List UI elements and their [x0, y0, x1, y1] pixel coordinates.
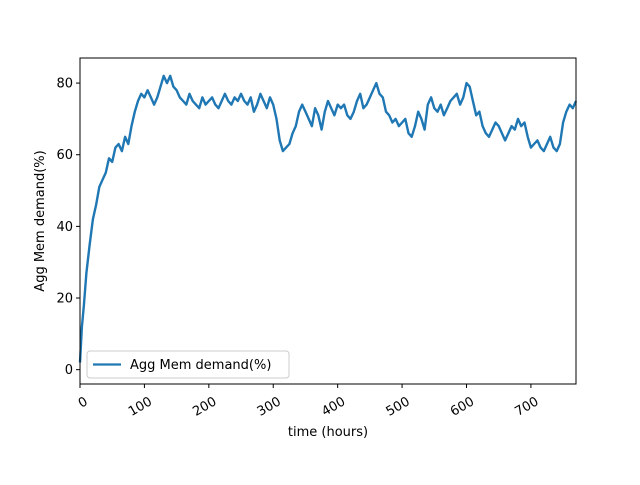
- x-axis-label: time (hours): [288, 425, 368, 440]
- legend-box: [86, 350, 290, 379]
- y-axis: 0 20 40 60 80: [56, 77, 80, 378]
- y-tick-label: 20: [56, 292, 73, 307]
- series-line-0: [78, 74, 578, 363]
- y-tick-label: 60: [56, 148, 73, 163]
- plot-frame: [79, 57, 577, 385]
- y-tick-label: 40: [56, 220, 73, 235]
- y-tick-label: 0: [65, 363, 73, 378]
- y-axis-label: Agg Mem demand(%): [33, 150, 48, 291]
- legend-label: Agg Mem demand(%): [130, 358, 271, 373]
- legend: Agg Mem demand(%): [86, 350, 290, 379]
- series-layer: [78, 74, 578, 363]
- y-tick-label: 80: [56, 77, 73, 92]
